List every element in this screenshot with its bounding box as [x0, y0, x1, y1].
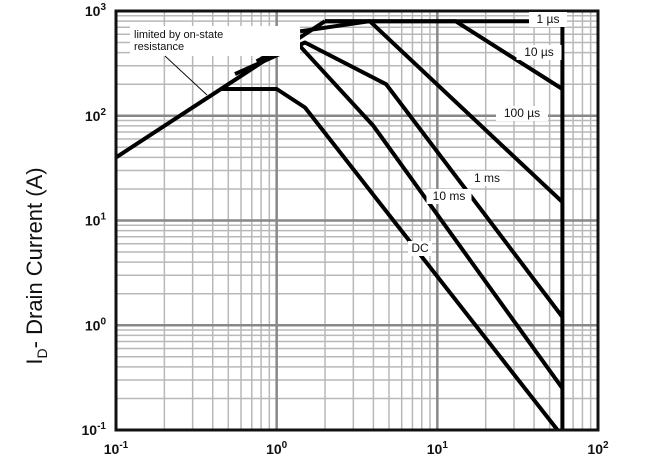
x-tick-label: 101 — [427, 440, 449, 457]
curve-label: 1 µs — [537, 12, 560, 26]
curve-label: 1 ms — [474, 171, 500, 185]
curve-label-bg — [516, 45, 562, 60]
curve-label: DC — [411, 241, 429, 255]
curve-label-bg — [468, 171, 506, 186]
curve-label: 10 ms — [433, 189, 466, 203]
y-axis-tick-labels: 10-1 100 101 102 103 — [82, 2, 107, 438]
curve-label: 100 µs — [504, 106, 540, 120]
y-axis-label: ID- Drain Current (A) — [22, 167, 50, 364]
y-axis-label-rest: - Drain Current (A) — [22, 167, 47, 348]
curve-label-bg — [529, 12, 567, 27]
curve-label-bg — [408, 241, 432, 256]
annotation-line-1: limited by on-state — [134, 29, 223, 41]
annotation-on-state-resistance: limited by on-state resistance — [130, 26, 300, 96]
series-line-100-us — [299, 19, 564, 204]
series-line-dc — [220, 87, 560, 432]
curve-label-bg — [426, 189, 472, 204]
x-axis-tick-labels: 10-1 100 101 102 — [104, 440, 609, 457]
y-axis-label-main: I — [22, 358, 47, 364]
annotation-leader-line — [164, 55, 208, 96]
series-line-1-ms — [234, 40, 564, 319]
curve-label: 10 µs — [524, 45, 554, 59]
curve-labels: 1 µs 10 µs 100 µs 1 ms 10 ms DC — [408, 12, 567, 256]
y-tick-label: 10-1 — [82, 421, 107, 438]
x-tick-label: 102 — [587, 440, 609, 457]
y-tick-label: 100 — [85, 316, 107, 333]
y-tick-label: 101 — [85, 212, 107, 229]
plot-frame — [114, 9, 600, 432]
series-line-10-ms — [255, 38, 565, 390]
x-tick-label: 10-1 — [104, 440, 129, 457]
annotation-line-2: resistance — [134, 41, 184, 53]
y-axis-label-subscript: D — [34, 348, 50, 358]
curve-label-bg — [496, 106, 548, 121]
x-tick-label: 100 — [266, 440, 288, 457]
y-tick-label: 103 — [85, 2, 107, 19]
y-tick-label: 102 — [85, 107, 107, 124]
